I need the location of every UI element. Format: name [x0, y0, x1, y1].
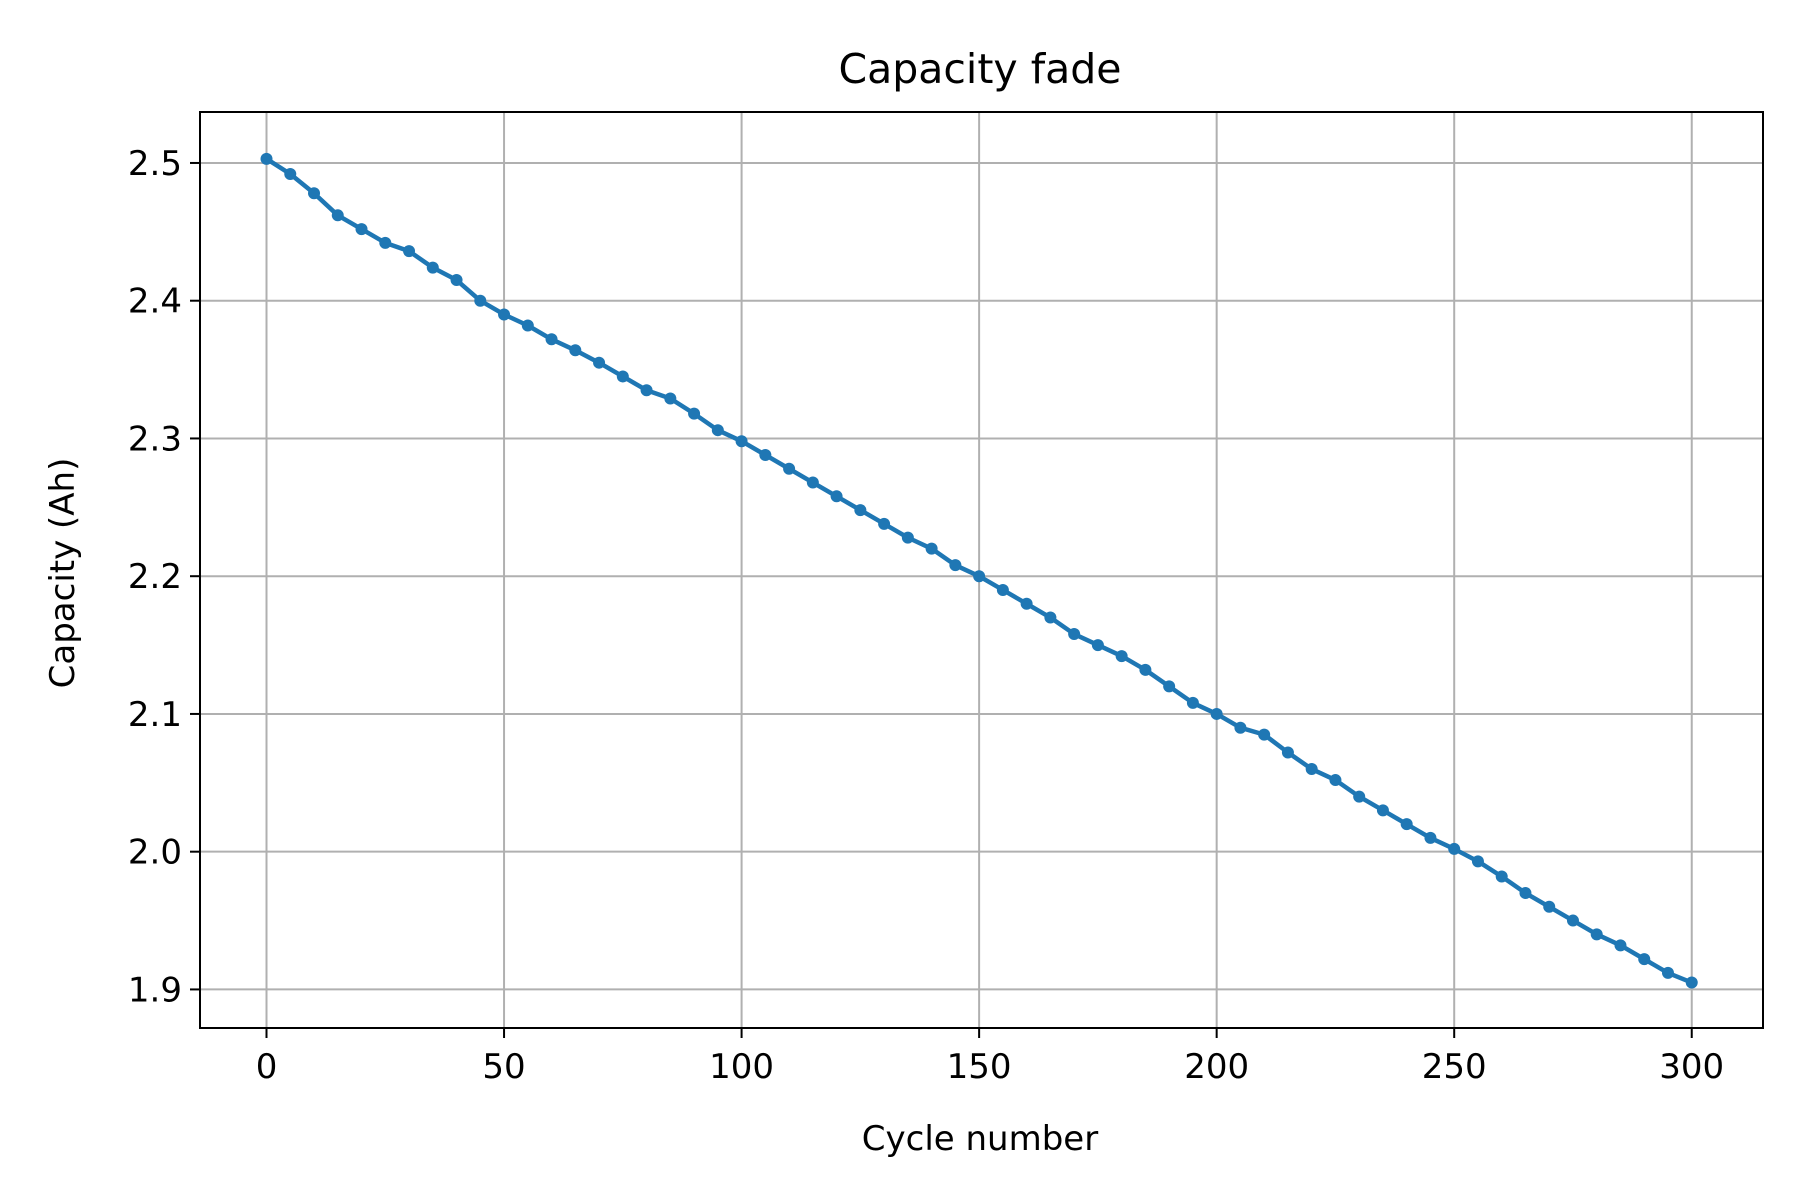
x-tick-label: 100 [709, 1047, 774, 1087]
x-tick-label: 200 [1184, 1047, 1249, 1087]
data-point [355, 223, 368, 236]
x-tick-label: 250 [1422, 1047, 1487, 1087]
data-point [1590, 928, 1603, 941]
data-point [1519, 887, 1532, 900]
data-point [854, 504, 867, 517]
data-point [1495, 870, 1508, 883]
data-point [1020, 597, 1033, 610]
data-point [1614, 939, 1627, 952]
data-point [1353, 790, 1366, 803]
x-tick-label: 50 [482, 1047, 525, 1087]
y-tick-label: 2.0 [128, 833, 182, 873]
data-point [1305, 763, 1318, 776]
data-point [1329, 774, 1342, 787]
y-tick-label: 1.9 [128, 970, 182, 1010]
y-tick-label: 2.1 [128, 695, 182, 735]
data-point [806, 476, 819, 489]
data-point [1566, 914, 1579, 927]
data-point [1091, 639, 1104, 652]
data-point [688, 407, 701, 420]
chart-title: Capacity fade [838, 45, 1121, 93]
data-point [284, 167, 297, 180]
y-tick-label: 2.2 [128, 557, 182, 597]
data-point [1186, 696, 1199, 709]
y-tick-label: 2.5 [128, 144, 182, 184]
data-point [403, 245, 416, 258]
data-point [901, 531, 914, 544]
data-point [1210, 707, 1223, 720]
data-point [925, 542, 938, 555]
data-point [878, 517, 891, 530]
data-point [735, 435, 748, 448]
data-point [1139, 663, 1152, 676]
data-point [545, 333, 558, 346]
x-tick-label: 0 [256, 1047, 278, 1087]
data-point [1234, 721, 1247, 734]
data-point [474, 294, 487, 307]
data-point [973, 570, 986, 583]
data-point [521, 319, 534, 332]
data-point [569, 344, 582, 357]
data-point [450, 274, 463, 287]
data-point [1376, 804, 1389, 817]
grid-lines [200, 112, 1763, 1028]
data-point [1115, 650, 1128, 663]
x-axis-label: Cycle number [862, 1119, 1098, 1159]
data-point [640, 384, 653, 397]
data-point [949, 559, 962, 572]
x-tick-label: 150 [947, 1047, 1012, 1087]
data-point [616, 370, 629, 383]
data-point [1543, 900, 1556, 913]
data-point [996, 583, 1009, 596]
data-point [1638, 953, 1651, 966]
data-point [1281, 746, 1294, 759]
data-point [426, 261, 439, 274]
x-axis-ticks: 0 50 100 150 200 250 300 [256, 1028, 1724, 1087]
series-layer [260, 152, 1698, 989]
plot-area-frame [199, 111, 1764, 1029]
data-point [1448, 842, 1461, 855]
data-point [498, 308, 511, 321]
data-point [1424, 831, 1437, 844]
y-axis-label: Capacity (Ah) [43, 458, 83, 689]
y-tick-label: 2.3 [128, 419, 182, 459]
data-point [1471, 855, 1484, 868]
data-point [1068, 628, 1081, 641]
data-point [759, 448, 772, 461]
data-point [711, 424, 724, 437]
data-point [664, 392, 677, 405]
y-tick-label: 2.4 [128, 282, 182, 322]
data-point [830, 490, 843, 503]
data-point [308, 187, 321, 200]
data-point [1044, 611, 1057, 624]
data-point [331, 209, 344, 222]
y-axis-ticks: 1.9 2.0 2.1 2.2 2.3 2.4 2.5 [128, 144, 200, 1010]
data-point [260, 152, 273, 165]
data-point [379, 236, 392, 249]
data-point [1685, 976, 1698, 989]
data-point [1163, 680, 1176, 693]
data-point [1258, 728, 1271, 741]
data-point [1400, 818, 1413, 831]
data-point [593, 356, 606, 369]
x-tick-label: 300 [1659, 1047, 1724, 1087]
data-point [1661, 966, 1674, 979]
data-point [783, 462, 796, 475]
